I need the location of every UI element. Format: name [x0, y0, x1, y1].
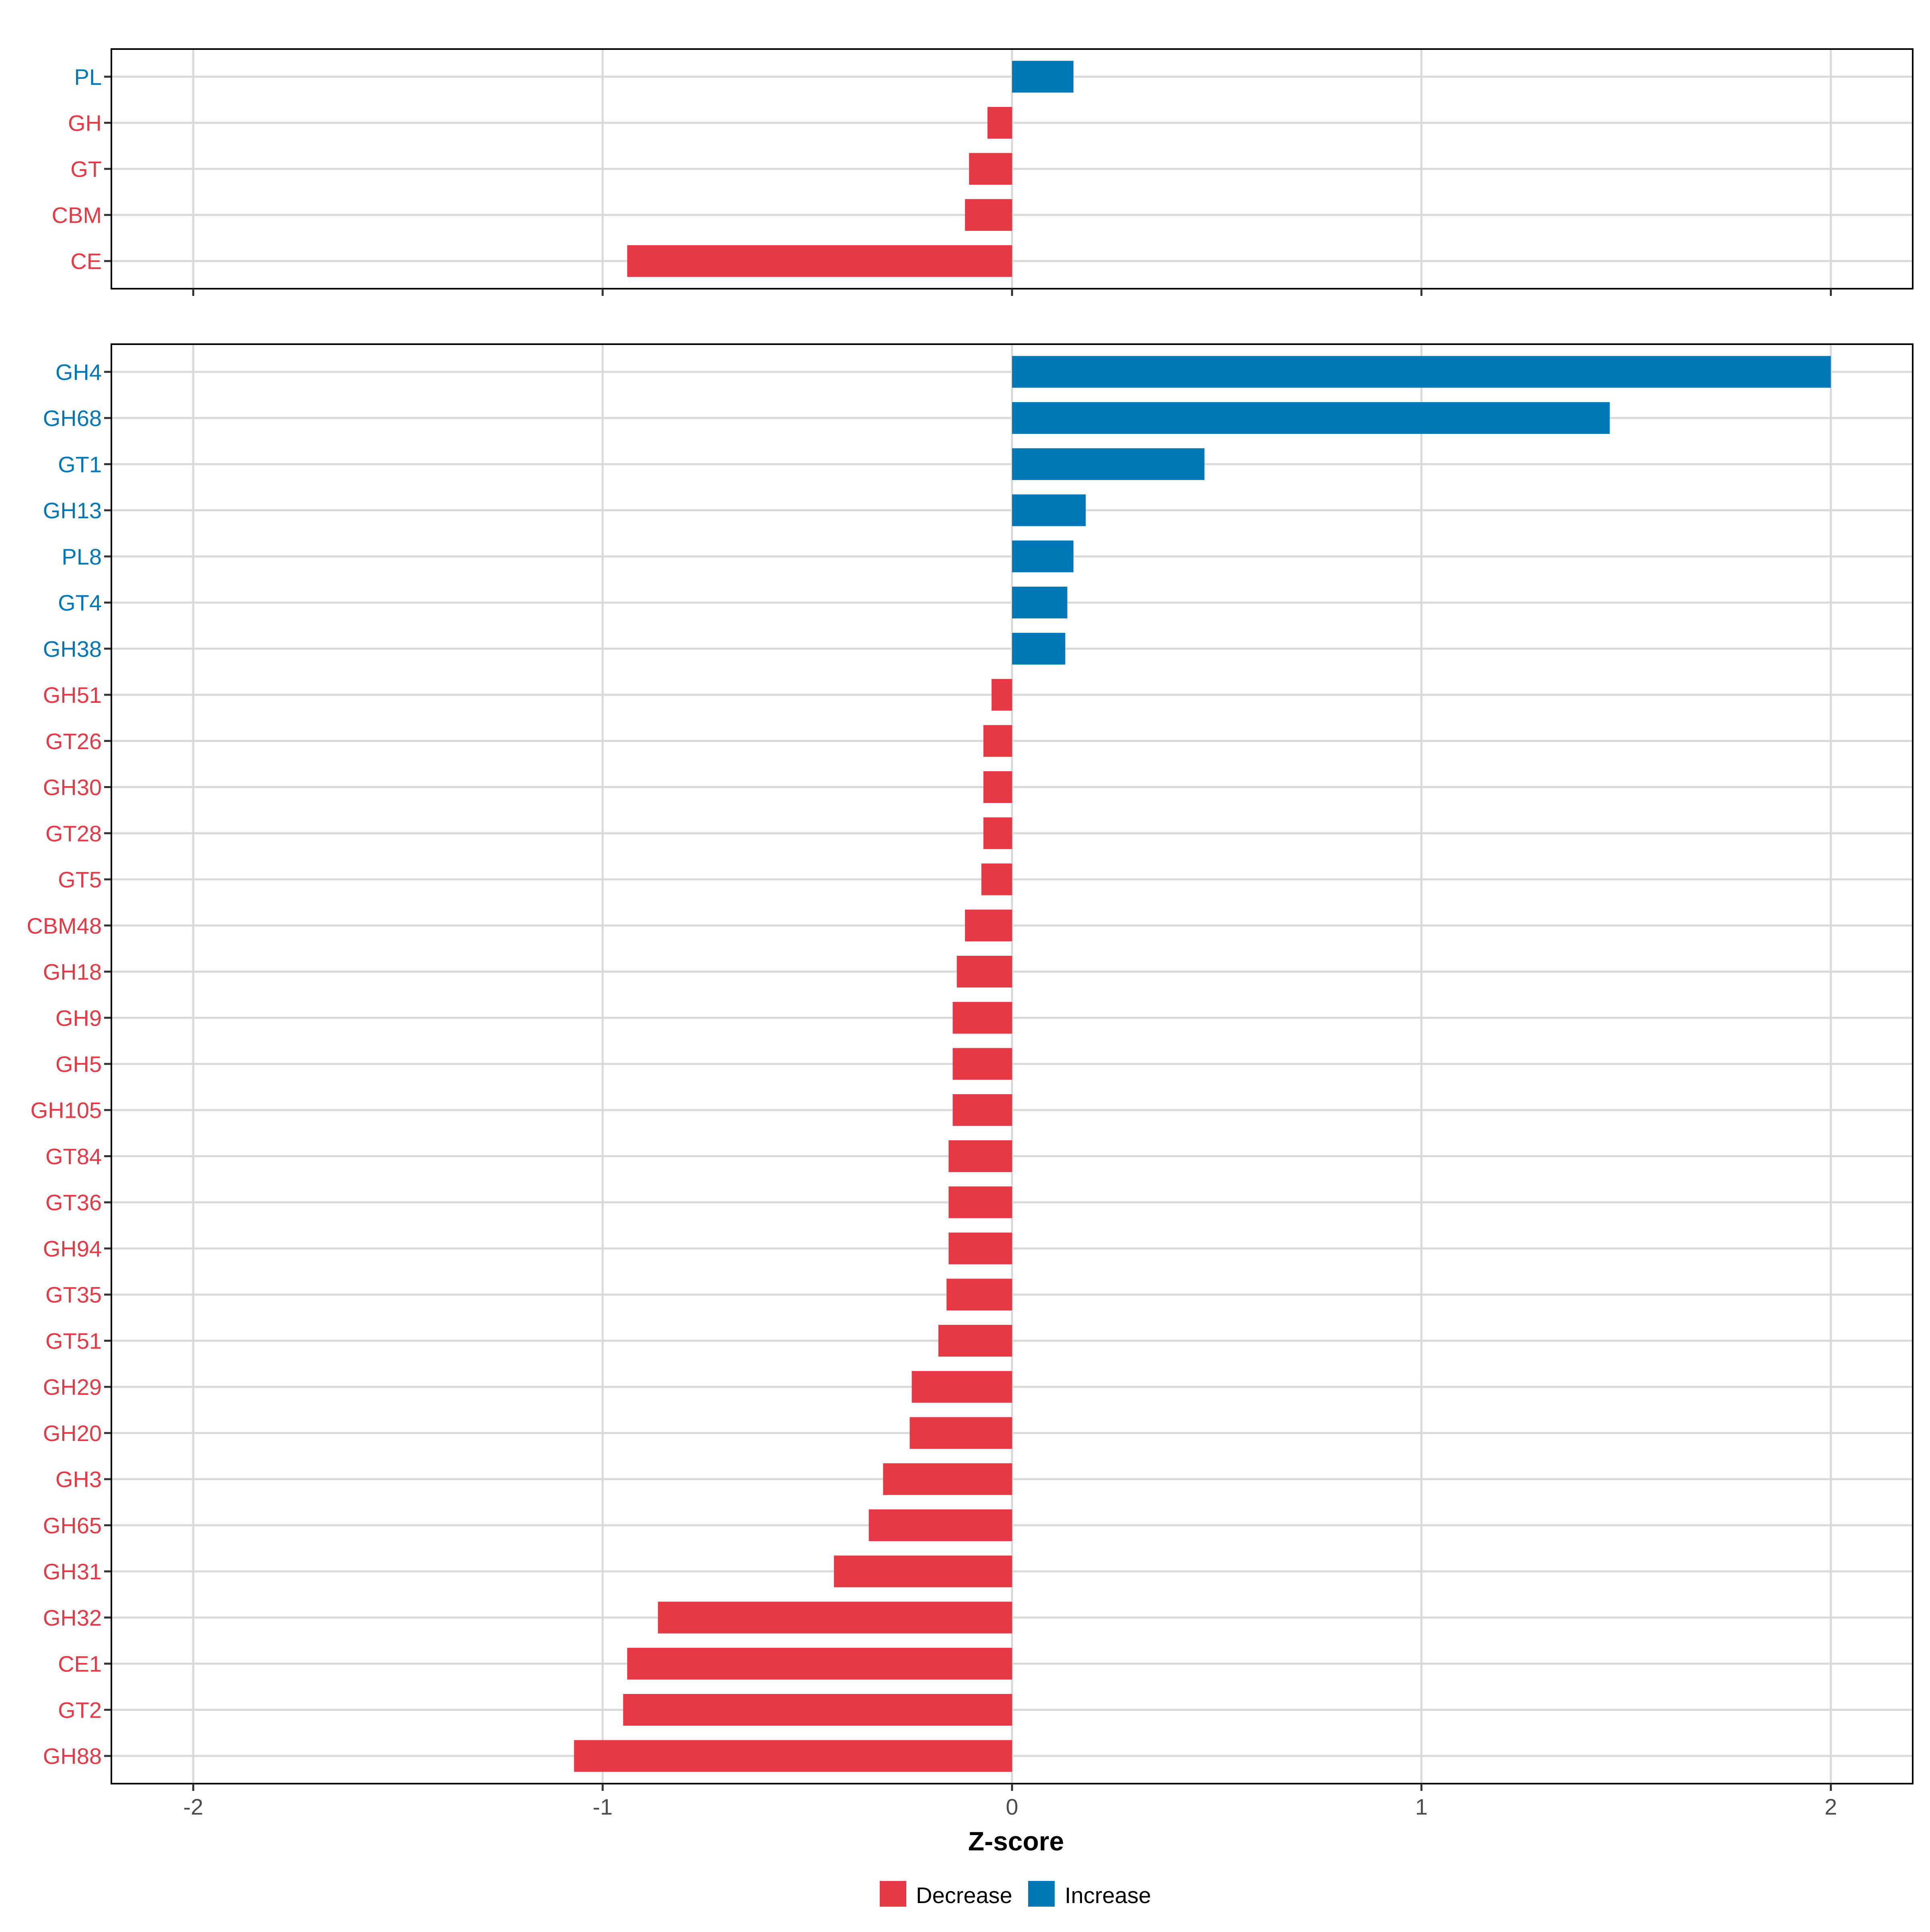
bottom-panel: GH4 GH68 GT1 GH13 PL8 GT4 GH38 GH51 GT26 GH30 GT28… [27, 343, 1914, 1791]
y-tick-label-gh13: GH13 [43, 498, 102, 523]
y-tick-label-gh9: GH9 [55, 1005, 102, 1031]
x-tick-label: 2 [1825, 1794, 1837, 1819]
y-tick-label-gt28: GT28 [45, 821, 102, 846]
y-tick-label-gh105: GH105 [31, 1098, 102, 1123]
y-tick-label-ce: CE [70, 248, 102, 274]
y-tick-label-cbm: CBM [52, 203, 102, 228]
bar-gh38 [1012, 632, 1066, 665]
x-axis-title: Z-score [968, 1826, 1064, 1856]
bar-gt26 [983, 725, 1012, 757]
y-tick-label-gt36: GT36 [45, 1190, 102, 1215]
y-tick-label-gh38: GH38 [43, 636, 102, 661]
y-tick-label-gh94: GH94 [43, 1236, 102, 1261]
bar-gt5 [981, 863, 1012, 895]
y-tick-label-gh29: GH29 [43, 1374, 102, 1400]
bar-gh105 [953, 1094, 1012, 1126]
bar-gt28 [983, 817, 1012, 849]
y-tick-label-cbm48: CBM48 [27, 913, 102, 938]
bar-gh [987, 107, 1012, 139]
bar-gh3 [883, 1463, 1012, 1495]
legend: Decrease Increase [880, 1881, 1151, 1908]
bar-gt1 [1012, 448, 1205, 480]
bar-gh94 [949, 1232, 1012, 1265]
bar-gh5 [953, 1048, 1012, 1080]
y-tick-label-gh68: GH68 [43, 406, 102, 431]
y-tick-label-gh88: GH88 [43, 1743, 102, 1769]
y-tick-label-gh: GH [68, 110, 102, 136]
y-tick-label-gt51: GT51 [45, 1328, 102, 1353]
x-tick-label: -1 [593, 1794, 613, 1819]
y-tick-label-gt26: GT26 [45, 729, 102, 754]
bar-cbm48 [965, 910, 1012, 942]
y-tick-label-gt84: GT84 [45, 1144, 102, 1169]
bar-gt4 [1012, 587, 1068, 619]
legend-swatch-increase [1028, 1881, 1055, 1907]
y-tick-label-gh30: GH30 [43, 775, 102, 800]
y-tick-label-gh3: GH3 [55, 1467, 102, 1492]
bar-gt35 [947, 1279, 1012, 1311]
y-tick-label-gt1: GT1 [58, 452, 102, 477]
bar-gh18 [957, 956, 1012, 988]
legend-label-decrease: Decrease [916, 1883, 1012, 1908]
bar-gh29 [912, 1371, 1012, 1403]
y-tick-label-gh20: GH20 [43, 1421, 102, 1446]
y-tick-label-gt5: GT5 [58, 867, 102, 892]
bar-gt [969, 153, 1012, 185]
x-tick-label: 1 [1415, 1794, 1428, 1819]
bar-gh32 [658, 1601, 1012, 1634]
y-tick-label-gt2: GT2 [58, 1697, 102, 1723]
bar-gt2 [623, 1694, 1012, 1726]
x-axis: -2 -1 0 1 2 [183, 1794, 1837, 1819]
y-tick-label-gh65: GH65 [43, 1513, 102, 1538]
y-tick-label-pl: PL [74, 64, 102, 90]
bar-ce1 [627, 1648, 1012, 1680]
y-tick-label-gh32: GH32 [43, 1605, 102, 1630]
bar-gh30 [983, 771, 1012, 803]
y-tick-label-gt: GT [70, 156, 102, 182]
top-panel: PL GH GT CBM CE [52, 48, 1914, 296]
bar-gh31 [834, 1555, 1012, 1587]
bar-gh65 [868, 1509, 1012, 1541]
bar-gh68 [1012, 402, 1610, 434]
bar-gh51 [992, 679, 1012, 711]
y-tick-label-gt35: GT35 [45, 1282, 102, 1308]
bar-gh20 [910, 1417, 1012, 1449]
y-tick-label-gh18: GH18 [43, 959, 102, 985]
bar-gh9 [953, 1002, 1012, 1034]
bar-gt51 [938, 1324, 1012, 1357]
y-tick-label-ce1: CE1 [58, 1651, 102, 1677]
legend-swatch-decrease [880, 1881, 906, 1907]
y-tick-label-gh5: GH5 [55, 1051, 102, 1077]
y-tick-label-gh51: GH51 [43, 682, 102, 708]
y-tick-label-gh31: GH31 [43, 1559, 102, 1584]
bar-gh13 [1012, 494, 1086, 526]
bar-cbm [965, 199, 1012, 231]
y-tick-label-gh4: GH4 [55, 359, 102, 385]
bar-gt84 [949, 1140, 1012, 1172]
y-tick-label-gt4: GT4 [58, 590, 102, 616]
bar-gh88 [574, 1740, 1012, 1772]
bar-pl [1012, 61, 1074, 93]
bar-gt36 [949, 1186, 1012, 1218]
y-tick-label-pl8: PL8 [62, 544, 102, 569]
bar-ce [627, 245, 1012, 277]
legend-label-increase: Increase [1065, 1883, 1151, 1908]
bar-gh4 [1012, 356, 1831, 388]
x-tick-label: -2 [183, 1794, 203, 1819]
x-tick-label: 0 [1006, 1794, 1018, 1819]
bar-pl8 [1012, 540, 1074, 573]
